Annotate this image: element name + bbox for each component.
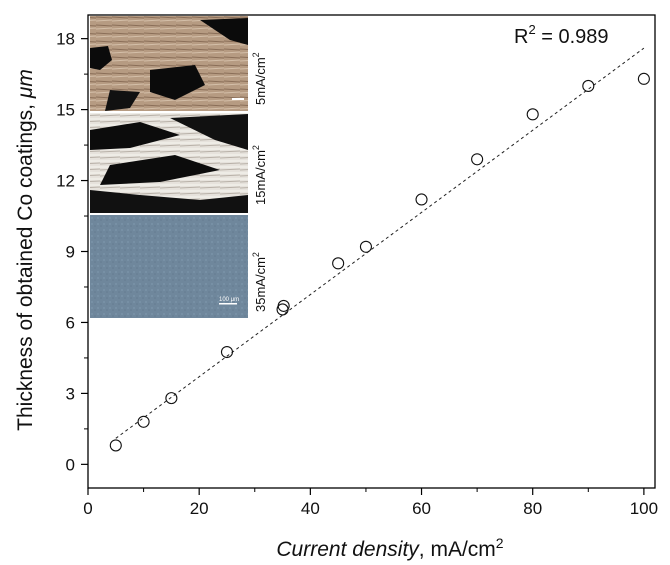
x-axis-title: Current density, mA/cm2 bbox=[276, 535, 503, 561]
inset-35ma: 100 μm 35mA/cm2 bbox=[90, 215, 268, 318]
y-tick-label: 12 bbox=[56, 172, 75, 191]
data-point bbox=[109, 439, 122, 452]
x-axis-title-main: Current density bbox=[276, 538, 420, 561]
data-points bbox=[109, 72, 650, 452]
data-point bbox=[582, 79, 595, 92]
inset-label-text: 35mA/cm bbox=[253, 257, 268, 312]
x-tick-label: 80 bbox=[523, 499, 542, 518]
data-point bbox=[471, 153, 484, 166]
inset-label-sup: 2 bbox=[251, 145, 261, 150]
inset-group: 5mA/cm2 15mA/cm2 100 μm 35mA/cm2 bbox=[90, 16, 268, 318]
data-point bbox=[165, 392, 178, 405]
data-point bbox=[637, 72, 650, 85]
y-tick-label: 3 bbox=[66, 384, 75, 403]
inset-label-text: 15mA/cm bbox=[253, 150, 268, 205]
inset-label-15ma: 15mA/cm2 bbox=[251, 145, 268, 205]
axes: 0 20 40 60 80 100 0 3 6 9 12 15 18 bbox=[56, 30, 658, 518]
data-point bbox=[415, 193, 428, 206]
fit-line-group bbox=[115, 47, 645, 439]
x-axis-title-sup: 2 bbox=[496, 535, 504, 551]
r-squared-annotation: R2 = 0.989 bbox=[514, 22, 609, 48]
data-point bbox=[220, 345, 234, 359]
y-axis-title-unit: μm bbox=[14, 69, 37, 99]
y-tick-label: 9 bbox=[66, 243, 75, 262]
inset-label-text: 5mA/cm bbox=[253, 57, 268, 105]
data-point bbox=[359, 240, 372, 253]
y-axis-title-main: Thickness of obtained Co coatings, bbox=[14, 98, 37, 431]
y-tick-label: 0 bbox=[66, 455, 75, 474]
y-tick-label: 15 bbox=[56, 101, 75, 120]
data-point bbox=[526, 108, 539, 121]
data-point bbox=[137, 415, 150, 428]
inset-label-sup: 2 bbox=[251, 52, 261, 57]
y-tick-label: 6 bbox=[66, 313, 75, 332]
inset-label-5ma: 5mA/cm2 bbox=[251, 52, 268, 105]
data-point bbox=[332, 257, 345, 270]
fit-line bbox=[115, 47, 645, 439]
x-axis-title-unit: , mA/cm bbox=[419, 538, 496, 561]
inset-label-sup: 2 bbox=[251, 252, 261, 257]
inset-15ma: 15mA/cm2 bbox=[90, 113, 268, 213]
scale-bar-label: 100 μm bbox=[219, 297, 239, 303]
x-tick-label: 60 bbox=[412, 499, 431, 518]
r-squared-prefix: R bbox=[514, 26, 528, 48]
inset-label-35ma: 35mA/cm2 bbox=[251, 252, 268, 312]
r-squared-sup: 2 bbox=[528, 22, 535, 37]
inset-5ma: 5mA/cm2 bbox=[90, 16, 268, 111]
data-point bbox=[277, 299, 290, 312]
x-tick-label: 100 bbox=[630, 499, 658, 518]
x-tick-label: 20 bbox=[190, 499, 209, 518]
x-tick-label: 40 bbox=[301, 499, 320, 518]
y-tick-label: 18 bbox=[56, 30, 75, 49]
scale-bar bbox=[219, 303, 237, 305]
r-squared-value: = 0.989 bbox=[536, 26, 609, 48]
y-axis-title: Thickness of obtained Co coatings, μm bbox=[14, 69, 37, 431]
x-tick-label: 0 bbox=[83, 499, 92, 518]
